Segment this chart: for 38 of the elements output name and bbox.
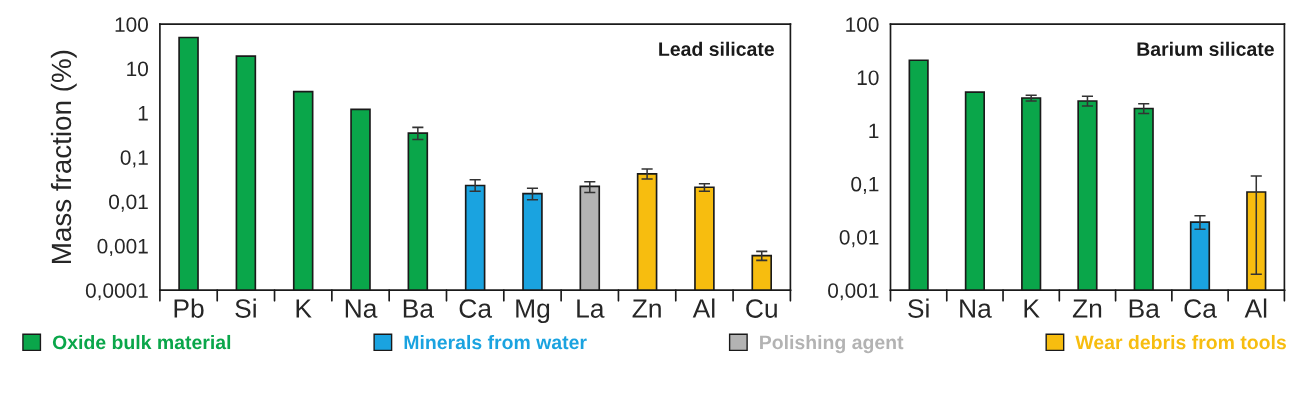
x-tick-label: Ba xyxy=(1129,299,1160,318)
x-tick-label: Na xyxy=(960,299,992,318)
x-tick-label: Ba xyxy=(403,299,434,318)
x-tick-label: K xyxy=(1024,299,1040,318)
y-tick-label: 0,1 xyxy=(120,150,148,168)
x-tick-label: Al xyxy=(1244,298,1267,318)
y-tick-label: 0,01 xyxy=(839,229,879,248)
y-tick-label: 0,001 xyxy=(97,238,148,257)
y-tick-label: 1 xyxy=(869,123,879,139)
legend-label: Wear debris from tools xyxy=(1075,334,1286,350)
legend-label: Polishing agent xyxy=(760,334,904,354)
x-tick-label: Al xyxy=(692,298,715,318)
legend-label: Minerals from water xyxy=(404,334,587,350)
y-tick-label: 0,01 xyxy=(109,194,148,212)
y-tick-label: 10 xyxy=(857,70,879,86)
y-tick-label: 10 xyxy=(127,61,148,77)
x-tick-label: La xyxy=(577,299,605,318)
x-tick-label: Ca xyxy=(1184,299,1217,318)
text: Barium silicate xyxy=(1137,41,1274,56)
x-tick-label: Cu xyxy=(746,299,777,318)
legend-label: Oxide bulk material xyxy=(52,334,231,350)
y-tick-label: 1 xyxy=(138,106,148,121)
x-tick-label: Zn xyxy=(632,299,661,318)
x-tick-label: Ca xyxy=(459,299,493,318)
y-tick-label: 0,0001 xyxy=(85,283,148,301)
y-tick-label: 0,1 xyxy=(851,176,879,194)
y-tick-label: 100 xyxy=(846,17,879,32)
text: Lead silicate xyxy=(659,41,774,56)
x-tick-label: Si xyxy=(235,298,256,318)
x-tick-label: Pb xyxy=(174,298,204,318)
y-tick-label: 0,001 xyxy=(828,283,879,301)
y-axis-title: Mass fraction (%) xyxy=(50,50,77,263)
x-tick-label: Mg xyxy=(516,299,550,324)
x-tick-label: Na xyxy=(345,299,378,318)
x-tick-label: Si xyxy=(908,298,929,318)
y-tick-label: 100 xyxy=(115,17,148,32)
x-tick-label: K xyxy=(296,299,312,318)
x-tick-label: Zn xyxy=(1072,299,1102,318)
